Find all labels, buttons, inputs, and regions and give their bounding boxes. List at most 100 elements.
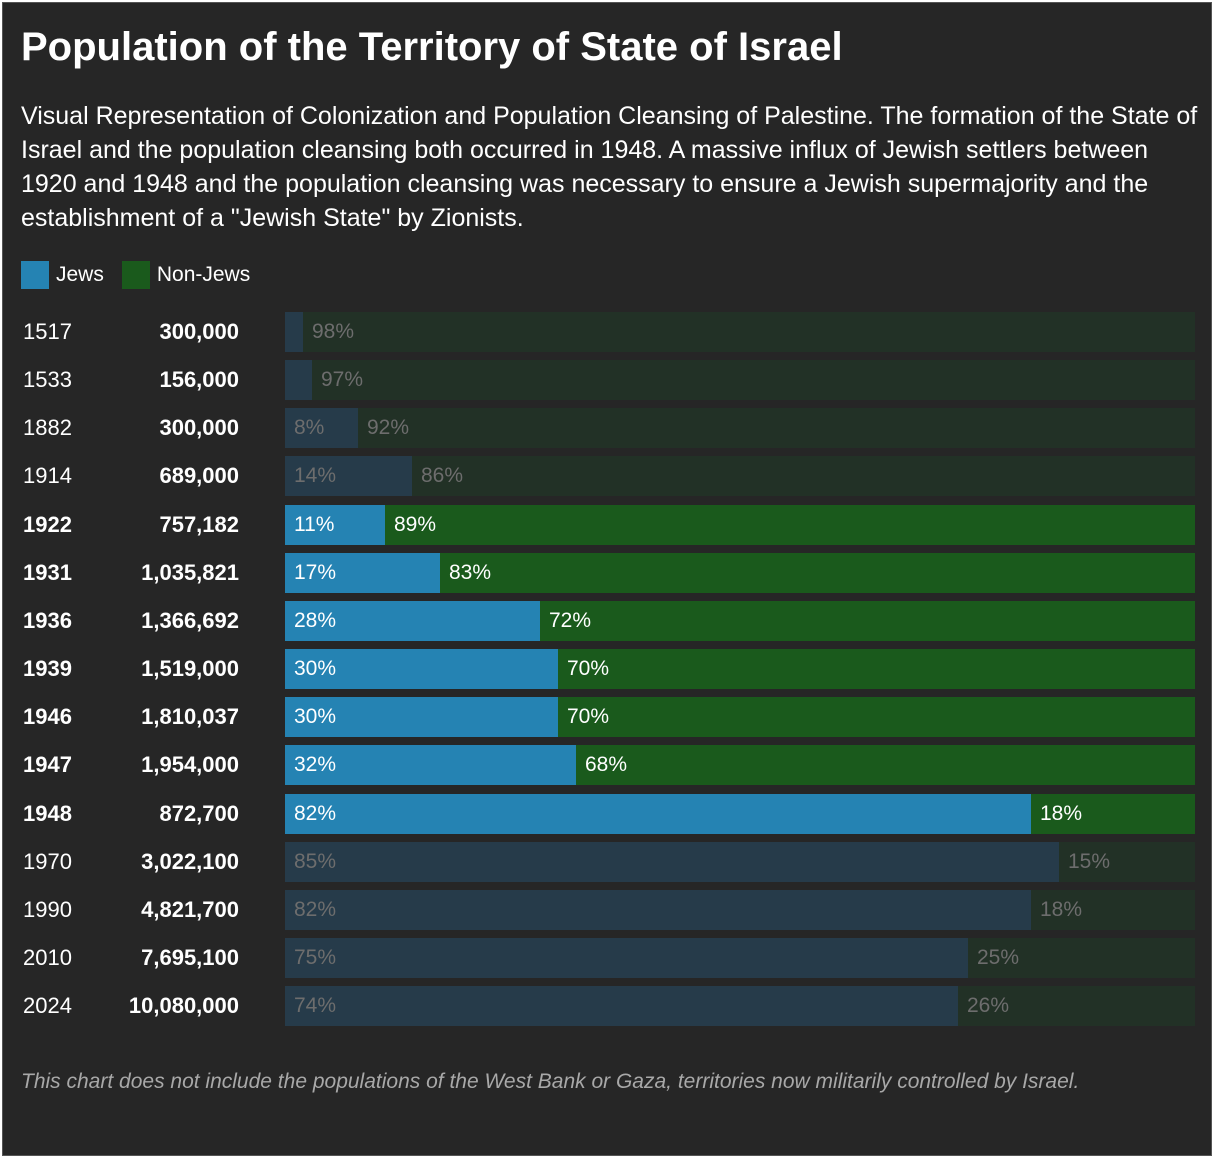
bar-row: 1936 1,366,692 28% 72%	[3, 600, 1214, 641]
data-label-non-jews: 83%	[449, 560, 492, 584]
bar-row: 1946 1,810,037 30% 70%	[3, 697, 1214, 738]
bar-segment-jews: 85%	[285, 841, 1059, 882]
stacked-bar: 74% 26%	[285, 986, 1195, 1027]
bar-segment-non-jews: 72%	[540, 600, 1195, 641]
population-label: 1,366,692	[141, 607, 239, 633]
data-label-jews: 8%	[294, 416, 325, 440]
year-label: 1970	[23, 848, 72, 874]
year-label: 1946	[23, 704, 72, 730]
bar-segment-jews: 8%	[285, 408, 358, 449]
bar-segment-non-jews: 83%	[440, 552, 1195, 593]
data-label-jews: 82%	[294, 897, 337, 921]
population-label: 7,695,100	[141, 944, 239, 970]
stacked-bar: 30% 70%	[285, 697, 1195, 738]
data-label-jews: 28%	[294, 608, 337, 632]
population-label: 689,000	[159, 463, 239, 489]
data-label-jews: 85%	[294, 849, 337, 873]
bar-segment-jews: 30%	[285, 697, 558, 738]
year-label: 1936	[23, 607, 72, 633]
data-label-non-jews: 26%	[967, 994, 1010, 1018]
population-label: 757,182	[159, 511, 239, 537]
data-label-jews: 14%	[294, 464, 337, 488]
stacked-bar: 97%	[285, 360, 1195, 401]
data-label-non-jews: 98%	[312, 320, 355, 343]
data-label-non-jews: 18%	[1040, 801, 1083, 825]
population-label: 1,810,037	[141, 704, 239, 730]
stacked-bar: 30% 70%	[285, 649, 1195, 690]
bar-row: 1970 3,022,100 85% 15%	[3, 841, 1214, 882]
bar-segment-non-jews: 97%	[312, 360, 1195, 401]
bar-segment-non-jews: 25%	[968, 937, 1195, 978]
bar-row: 1533 156,000 97%	[3, 360, 1214, 401]
data-label-jews: 17%	[294, 560, 337, 584]
bar-segment-non-jews: 70%	[558, 697, 1195, 738]
data-label-non-jews: 72%	[549, 608, 592, 632]
bar-segment-jews: 74%	[285, 986, 958, 1027]
population-label: 3,022,100	[141, 848, 239, 874]
bar-segment-non-jews: 18%	[1031, 889, 1195, 930]
year-label: 1990	[23, 896, 72, 922]
population-label: 4,821,700	[141, 896, 239, 922]
data-label-jews: 75%	[294, 945, 337, 969]
data-label-non-jews: 70%	[567, 657, 610, 681]
bar-segment-jews: 82%	[285, 889, 1031, 930]
legend: Jews Non-Jews	[21, 261, 250, 289]
bar-segment-jews	[285, 360, 312, 401]
bar-row: 1990 4,821,700 82% 18%	[3, 889, 1214, 930]
data-label-jews: 30%	[294, 657, 337, 681]
population-label: 300,000	[159, 415, 239, 441]
bar-segment-jews: 75%	[285, 937, 968, 978]
year-label: 1914	[23, 463, 72, 489]
stacked-bar: 17% 83%	[285, 552, 1195, 593]
bar-row: 2024 10,080,000 74% 26%	[3, 986, 1214, 1027]
data-label-jews: 11%	[294, 512, 335, 536]
legend-swatch-non-jews	[121, 261, 150, 289]
legend-label-non-jews: Non-Jews	[156, 263, 251, 286]
data-label-non-jews: 68%	[585, 753, 628, 777]
bar-segment-non-jews: 26%	[958, 986, 1195, 1027]
bar-row: 1931 1,035,821 17% 83%	[3, 552, 1214, 593]
data-label-non-jews: 92%	[367, 416, 410, 440]
bar-segment-non-jews: 70%	[558, 649, 1195, 690]
chart-subtitle: Visual Representation of Colonization an…	[21, 102, 1198, 232]
bar-row: 2010 7,695,100 75% 25%	[3, 937, 1214, 978]
data-label-non-jews: 89%	[394, 512, 437, 536]
bar-row: 1914 689,000 14% 86%	[3, 456, 1214, 497]
year-label: 1517	[23, 319, 72, 344]
data-label-jews: 32%	[294, 753, 337, 777]
bar-segment-jews: 17%	[285, 552, 440, 593]
data-label-non-jews: 97%	[321, 368, 364, 392]
data-label-jews: 82%	[294, 801, 337, 825]
bar-segment-non-jews: 15%	[1059, 841, 1195, 882]
year-label: 2024	[23, 993, 72, 1019]
data-label-non-jews: 25%	[977, 945, 1020, 969]
stacked-bar: 85% 15%	[285, 841, 1195, 882]
legend-swatch-jews	[21, 261, 49, 289]
population-label: 10,080,000	[128, 993, 239, 1019]
bar-segment-jews: 28%	[285, 600, 540, 641]
bar-segment-jews: 14%	[285, 456, 412, 497]
bar-row: 1947 1,954,000 32% 68%	[3, 745, 1214, 786]
year-label: 1882	[23, 415, 72, 441]
bar-segment-non-jews: 68%	[576, 745, 1195, 786]
stacked-bar: 98%	[285, 312, 1195, 352]
chart-title: Population of the Territory of State of …	[21, 25, 843, 69]
bar-segment-non-jews: 92%	[358, 408, 1195, 449]
population-label: 300,000	[159, 319, 239, 344]
bar-segment-non-jews: 98%	[303, 312, 1195, 352]
stacked-bar: 82% 18%	[285, 793, 1195, 834]
data-label-jews: 74%	[294, 994, 337, 1018]
year-label: 1948	[23, 800, 72, 826]
stacked-bar: 32% 68%	[285, 745, 1195, 786]
stacked-bar: 11% 89%	[285, 504, 1195, 545]
stacked-bar: 14% 86%	[285, 456, 1195, 497]
legend-item-jews: Jews	[21, 261, 104, 289]
year-label: 1533	[23, 367, 72, 393]
bar-segment-jews	[285, 312, 303, 352]
bar-segment-jews: 82%	[285, 793, 1031, 834]
legend-label-jews: Jews	[56, 263, 104, 286]
bar-row: 1882 300,000 8% 92%	[3, 408, 1214, 449]
data-label-non-jews: 86%	[421, 464, 464, 488]
bar-row: 1939 1,519,000 30% 70%	[3, 649, 1214, 690]
